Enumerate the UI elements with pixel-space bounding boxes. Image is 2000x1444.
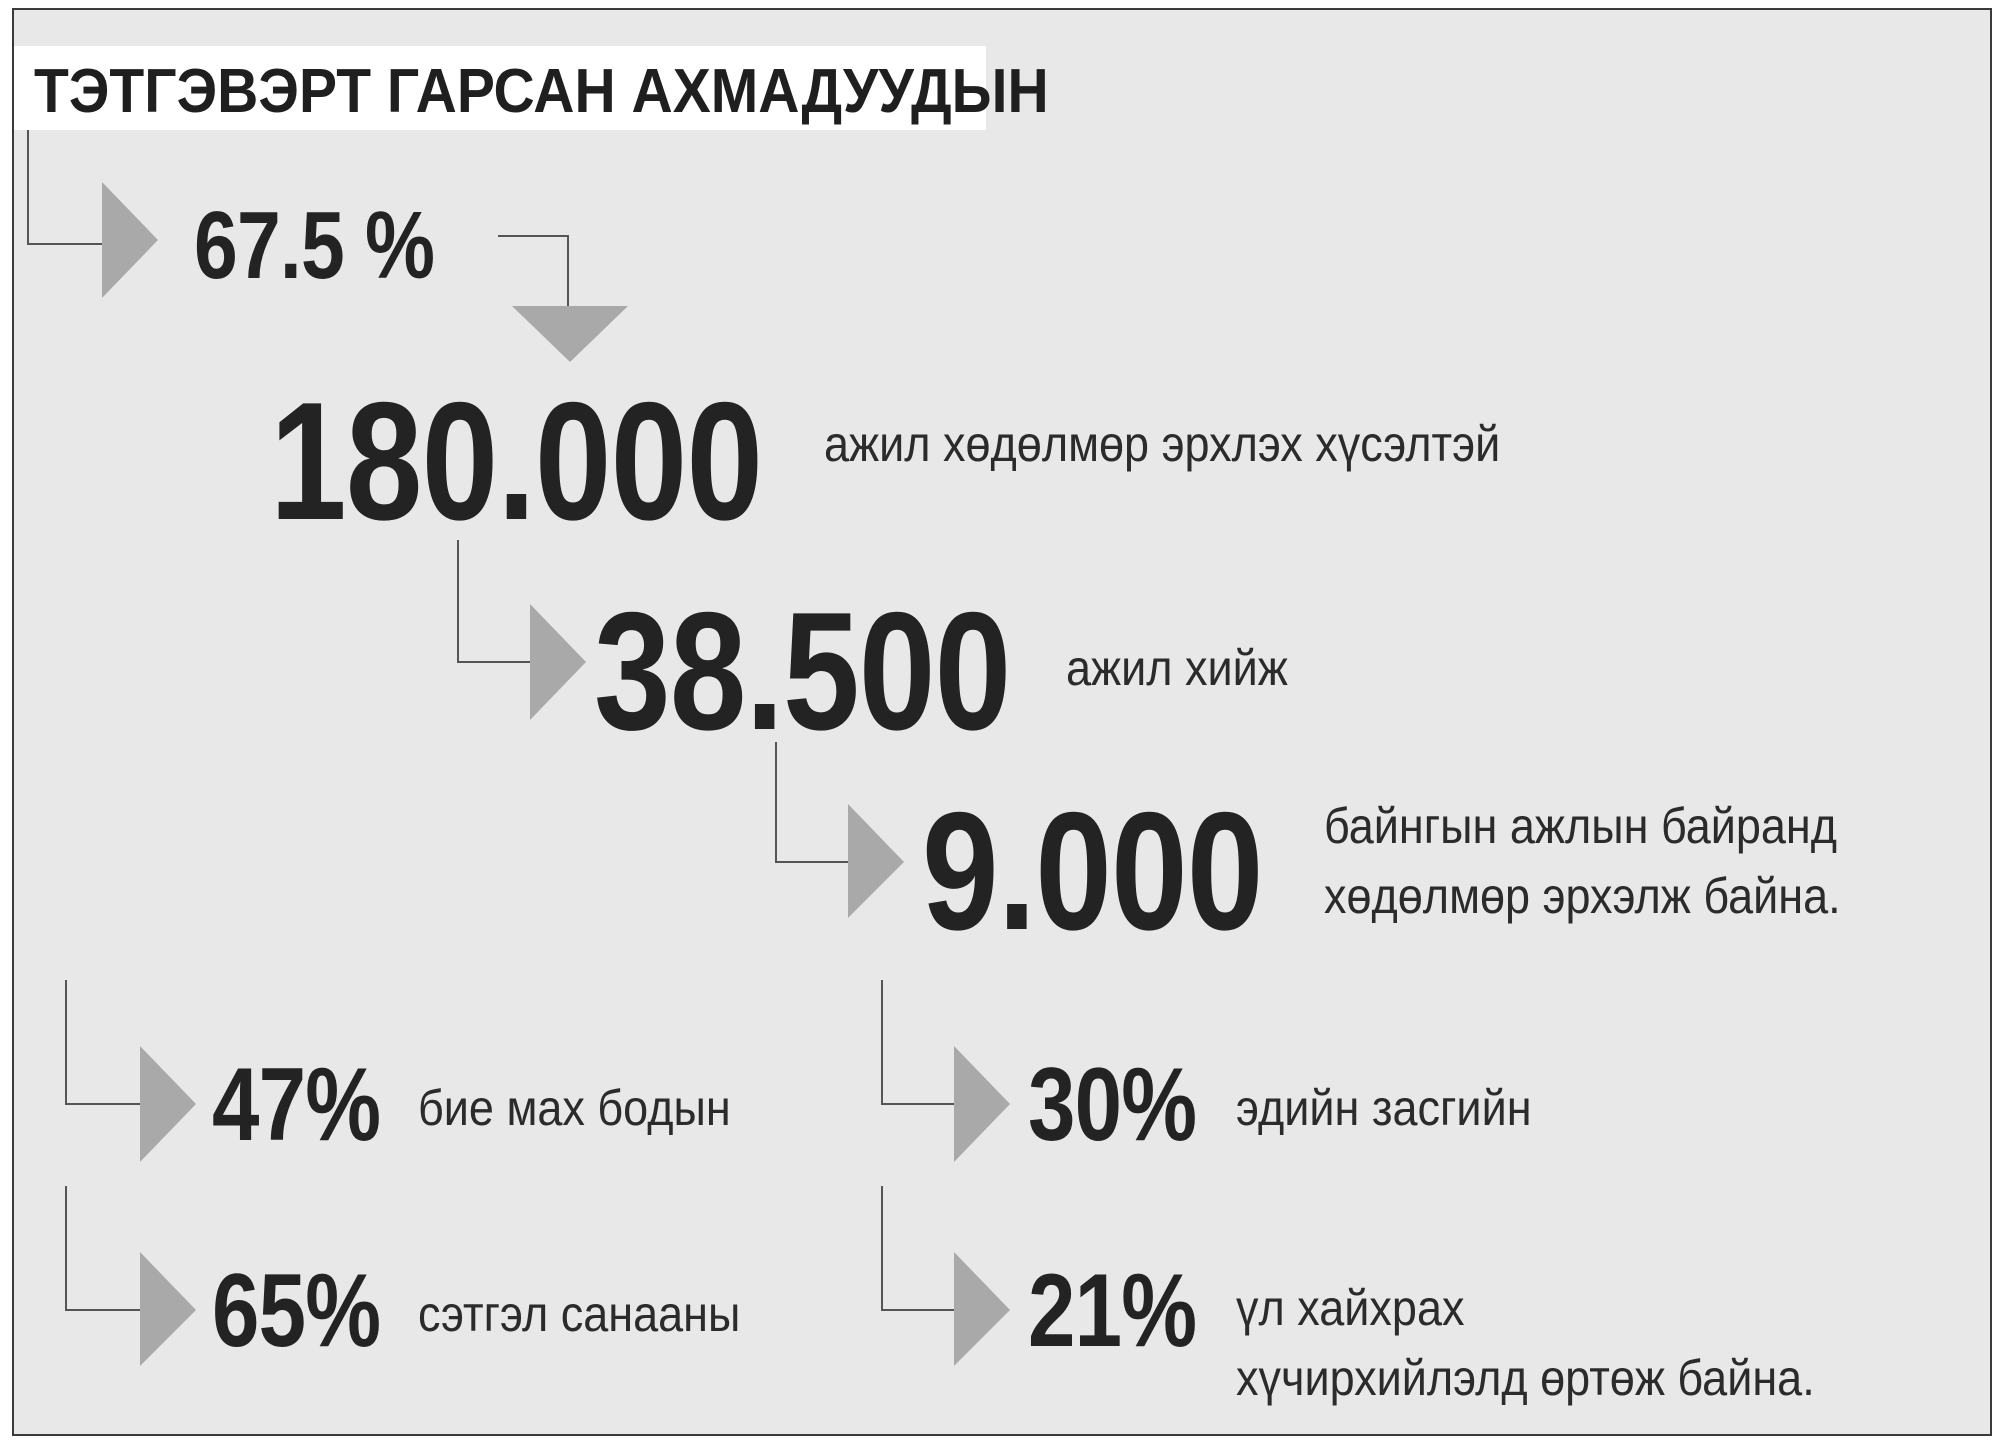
stat-permanent-label-line2: хөдөлмөр эрхэлж байна. bbox=[1324, 868, 1841, 924]
breakdown-value-mental: 65% bbox=[212, 1253, 381, 1369]
stat-permanent-label-line1: байнгын ажлын байранд bbox=[1324, 798, 1838, 854]
breakdown-label-neglect-line1: үл хайхрах bbox=[1236, 1280, 1465, 1336]
connector-graphics bbox=[27, 124, 1010, 1366]
stat-permanent-value: 9.000 bbox=[922, 777, 1263, 965]
arrow-right-icon bbox=[530, 604, 586, 720]
connector-line-180000 bbox=[457, 540, 534, 663]
connector-line-percent bbox=[498, 235, 569, 310]
connector-line-47 bbox=[65, 980, 144, 1105]
breakdown-label-physical: бие мах бодын bbox=[418, 1080, 731, 1136]
breakdown-value-economic: 30% bbox=[1028, 1047, 1197, 1163]
arrow-right-icon bbox=[140, 1046, 196, 1162]
connector-line-30 bbox=[881, 980, 958, 1105]
stat-working-label: ажил хийж bbox=[1066, 640, 1288, 696]
stat-want-work-label: ажил хөдөлмөр эрхлэх хүсэлтэй bbox=[824, 416, 1501, 472]
breakdown-value-neglect: 21% bbox=[1028, 1253, 1197, 1369]
breakdown-label-economic: эдийн засгийн bbox=[1236, 1080, 1532, 1136]
connector-line-38500 bbox=[775, 742, 852, 863]
page-title: ТЭТГЭВЭРТ ГАРСАН АХМАДУУДЫН bbox=[34, 57, 1049, 126]
connector-line-title bbox=[27, 124, 106, 245]
arrow-right-icon bbox=[102, 182, 158, 298]
breakdown-value-physical: 47% bbox=[212, 1047, 381, 1163]
breakdown-label-neglect-line2: хүчирхийлэлд өртөж байна. bbox=[1236, 1350, 1815, 1406]
arrow-right-icon bbox=[954, 1252, 1010, 1366]
arrow-right-icon bbox=[954, 1046, 1010, 1162]
breakdown-label-mental: сэтгэл санааны bbox=[418, 1286, 741, 1342]
arrow-right-icon bbox=[140, 1252, 196, 1366]
stat-working-value: 38.500 bbox=[594, 577, 1011, 765]
arrow-right-icon bbox=[848, 804, 904, 918]
stat-want-work-value: 180.000 bbox=[270, 367, 763, 555]
connector-line-21 bbox=[881, 1186, 958, 1311]
infographic-canvas: ТЭТГЭВЭРТ ГАРСАН АХМАДУУДЫН 67.5 % 180.0… bbox=[12, 8, 1992, 1436]
title-box bbox=[14, 46, 986, 130]
arrow-down-icon bbox=[512, 306, 628, 362]
connector-line-65 bbox=[65, 1186, 144, 1311]
stat-percent-total: 67.5 % bbox=[194, 192, 435, 299]
